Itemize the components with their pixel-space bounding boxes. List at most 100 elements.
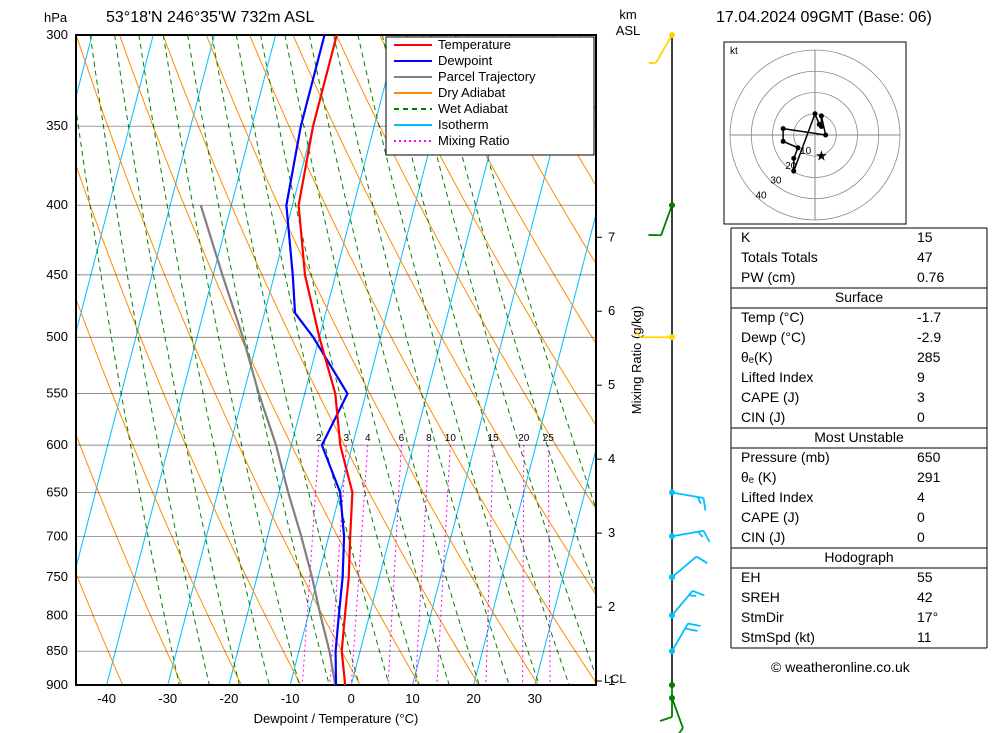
- table-row-label: EH: [741, 569, 760, 585]
- km-tick: 4: [608, 451, 615, 466]
- section-heading: Hodograph: [824, 549, 893, 565]
- table-row-label: CAPE (J): [741, 509, 799, 525]
- legend-item: Parcel Trajectory: [438, 69, 536, 84]
- legend: TemperatureDewpointParcel TrajectoryDry …: [386, 37, 594, 155]
- pressure-tick: 350: [46, 118, 68, 133]
- temp-tick: 10: [405, 691, 419, 706]
- temp-tick: -10: [281, 691, 300, 706]
- km-tick: 2: [608, 599, 615, 614]
- pressure-tick: 650: [46, 484, 68, 499]
- hodo-unit: kt: [730, 46, 738, 57]
- hodo-ring-label: 30: [770, 176, 782, 187]
- wind-barb: [660, 682, 675, 721]
- table-row-value: 47: [917, 249, 933, 265]
- table-row-label: StmSpd (kt): [741, 629, 815, 645]
- km-label: km: [619, 7, 636, 22]
- table-row-value: -2.9: [917, 329, 941, 345]
- mixing-ratio-label: 15: [488, 433, 500, 444]
- temp-tick: -40: [97, 691, 116, 706]
- mixing-ratio-label: 10: [445, 433, 457, 444]
- pressure-tick: 500: [46, 329, 68, 344]
- hodo-ring-label: 40: [756, 191, 768, 202]
- right-axis-label: Mixing Ratio (g/kg): [629, 306, 644, 414]
- lcl-label: LCL: [604, 672, 626, 686]
- table-row-value: 3: [917, 389, 925, 405]
- pressure-tick: 750: [46, 569, 68, 584]
- table-row-label: Dewp (°C): [741, 329, 806, 345]
- table-row-value: 42: [917, 589, 933, 605]
- pressure-tick: 900: [46, 677, 68, 692]
- table-row-value: 0: [917, 509, 925, 525]
- table-row-label: Pressure (mb): [741, 449, 830, 465]
- table-row-label: PW (cm): [741, 269, 795, 285]
- table-row-value: 4: [917, 489, 925, 505]
- wind-barb: [669, 557, 707, 581]
- table-row-value: 0.76: [917, 269, 944, 285]
- wind-barb: [669, 623, 700, 654]
- km-tick: 5: [608, 377, 615, 392]
- wind-barb: [669, 695, 683, 733]
- table-row-label: Lifted Index: [741, 369, 813, 385]
- legend-item: Temperature: [438, 37, 511, 52]
- km-tick: 7: [608, 229, 615, 244]
- table-row-value: 55: [917, 569, 933, 585]
- km-tick: 6: [608, 303, 615, 318]
- asl-label: ASL: [616, 23, 641, 38]
- table-row-value: -1.7: [917, 309, 941, 325]
- hpa-label: hPa: [44, 10, 68, 25]
- temp-tick: 30: [528, 691, 542, 706]
- pressure-tick: 450: [46, 267, 68, 282]
- pressure-tick: 850: [46, 643, 68, 658]
- pressure-tick: 400: [46, 197, 68, 212]
- table-row-value: 11: [917, 629, 932, 645]
- wind-barb: [669, 489, 705, 510]
- legend-item: Wet Adiabat: [438, 101, 508, 116]
- section-heading: Surface: [835, 289, 883, 305]
- wind-barb: [669, 531, 710, 542]
- legend-item: Dewpoint: [438, 53, 493, 68]
- storm-motion-icon: ★: [815, 147, 828, 163]
- pressure-tick: 600: [46, 437, 68, 452]
- table-row-value: 0: [917, 529, 925, 545]
- mixing-ratio-label: 6: [399, 433, 405, 444]
- table-row-value: 285: [917, 349, 941, 365]
- table-row-label: Temp (°C): [741, 309, 804, 325]
- temp-tick: 20: [466, 691, 480, 706]
- mixing-ratio-label: 3: [344, 433, 350, 444]
- table-row-label: CAPE (J): [741, 389, 799, 405]
- wind-barb: [669, 591, 704, 619]
- km-tick: 3: [608, 525, 615, 540]
- table-row-label: Lifted Index: [741, 489, 813, 505]
- hodograph: kt10203040★: [724, 42, 906, 224]
- pressure-tick: 700: [46, 528, 68, 543]
- temp-tick: -20: [220, 691, 239, 706]
- table-row-value: 15: [917, 229, 933, 245]
- pressure-tick: 300: [46, 27, 68, 42]
- pressure-tick: 800: [46, 607, 68, 622]
- wind-barb: [649, 32, 675, 63]
- table-row-label: θₑ(K): [741, 349, 773, 365]
- mixing-ratio-label: 20: [518, 433, 530, 444]
- table-row-label: StmDir: [741, 609, 784, 625]
- temp-tick: 0: [348, 691, 355, 706]
- copyright: © weatheronline.co.uk: [771, 659, 911, 675]
- table-row-value: 650: [917, 449, 941, 465]
- x-axis-label: Dewpoint / Temperature (°C): [254, 711, 419, 726]
- mixing-ratio-label: 4: [365, 433, 371, 444]
- table-row-value: 9: [917, 369, 925, 385]
- skewt-diagram: hPa 53°18'N 246°35'W 732m ASL kmASL 17.04.2…: [0, 0, 1000, 733]
- table-row-value: 0: [917, 409, 925, 425]
- pressure-tick: 550: [46, 386, 68, 401]
- location-title: 53°18'N 246°35'W 732m ASL: [106, 9, 314, 26]
- section-heading: Most Unstable: [814, 429, 904, 445]
- datetime-title: 17.04.2024 09GMT (Base: 06): [716, 9, 932, 26]
- mixing-ratio-label: 2: [316, 433, 322, 444]
- table-row-label: θₑ (K): [741, 469, 777, 485]
- table-row-value: 17°: [917, 609, 938, 625]
- table-row-label: CIN (J): [741, 409, 785, 425]
- wind-barb: [648, 202, 675, 235]
- table-row-label: SREH: [741, 589, 780, 605]
- temp-tick: -30: [158, 691, 177, 706]
- legend-item: Dry Adiabat: [438, 85, 506, 100]
- mixing-ratio-label: 25: [543, 433, 555, 444]
